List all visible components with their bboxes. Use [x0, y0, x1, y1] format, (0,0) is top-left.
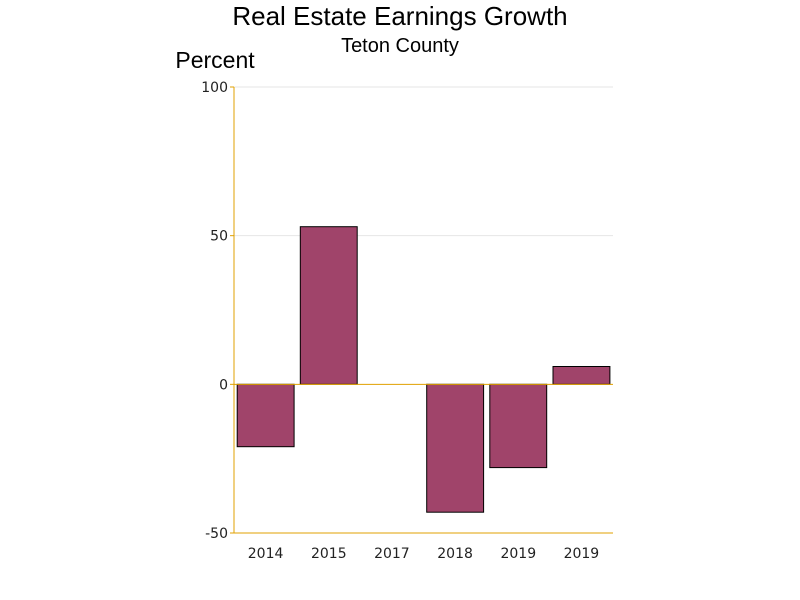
- x-tick-label: 2014: [248, 546, 284, 562]
- x-tick-label: 2015: [311, 546, 347, 562]
- gridlines: [234, 86, 613, 237]
- y-tick-label: 50: [210, 229, 228, 245]
- y-tick-label: -50: [205, 526, 228, 542]
- y-axis-label: Percent: [175, 47, 255, 73]
- y-tick-labels: -50 0 50 100: [201, 80, 228, 542]
- bar-2019-5: [552, 366, 611, 385]
- x-tick-label: 2017: [374, 546, 410, 562]
- x-tick-labels: 2014 2015 2017 2018 2019 2019: [248, 546, 599, 562]
- bar-2014-0: [236, 383, 295, 448]
- y-tick-label: 0: [219, 377, 228, 393]
- x-tick-label: 2019: [564, 546, 600, 562]
- axes: [230, 86, 613, 534]
- bar-2019-4: [489, 383, 548, 469]
- chart-subtitle: Teton County: [341, 35, 459, 57]
- bar-2018-3: [426, 383, 485, 513]
- chart-title: Real Estate Earnings Growth: [232, 1, 567, 31]
- bars: [236, 226, 611, 513]
- y-tick-label: 100: [201, 80, 228, 96]
- x-tick-label: 2018: [437, 546, 473, 562]
- bar-2015-1: [299, 226, 358, 385]
- x-tick-label: 2019: [500, 546, 536, 562]
